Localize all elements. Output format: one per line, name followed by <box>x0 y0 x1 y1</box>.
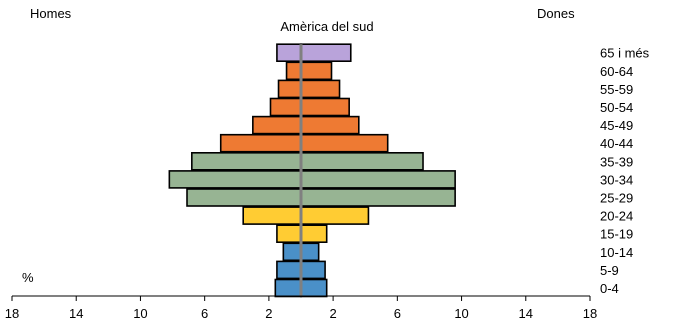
category-label: 25-29 <box>600 191 633 206</box>
bar-dones-60-64 <box>300 61 333 81</box>
x-tick-label: 14 <box>69 306 83 321</box>
right-side-label: Dones <box>537 6 575 21</box>
category-label: 5-9 <box>600 263 619 278</box>
bar-dones-15-19 <box>300 224 328 243</box>
bar-homes-15-19 <box>276 224 302 243</box>
bar-homes-10-14 <box>282 242 302 262</box>
category-label: 50-54 <box>600 100 633 115</box>
left-side-label: Homes <box>30 6 72 21</box>
category-label: 45-49 <box>600 118 633 133</box>
x-tick-label: 6 <box>394 306 401 321</box>
bars-group <box>168 43 456 298</box>
bar-homes-65-i-més <box>276 43 302 63</box>
category-label: 20-24 <box>600 209 633 224</box>
bar-dones-45-49 <box>300 115 360 135</box>
category-label: 15-19 <box>600 227 633 242</box>
x-tick-label: 6 <box>201 306 208 321</box>
category-label: 0-4 <box>600 281 619 296</box>
x-tick-label: 18 <box>5 306 19 321</box>
chart-title: Amèrica del sud <box>280 19 373 34</box>
bar-dones-65-i-més <box>300 43 352 63</box>
x-tick-label: 10 <box>133 306 147 321</box>
bar-homes-30-34 <box>168 170 302 189</box>
bar-homes-40-44 <box>219 133 302 153</box>
bar-homes-25-29 <box>186 188 302 207</box>
category-label: 60-64 <box>600 64 633 79</box>
bar-homes-45-49 <box>252 115 302 135</box>
bar-dones-25-29 <box>300 188 456 207</box>
category-labels: 0-4 5-9 10-14 15-19 20-24 25-29 30-34 35-39 40-4… <box>600 46 650 296</box>
category-label: 55-59 <box>600 82 633 97</box>
bar-dones-10-14 <box>300 242 320 262</box>
x-axis-ticks: 18 14 10 6 2 2 6 10 14 18 <box>5 296 597 321</box>
bar-dones-55-59 <box>300 79 341 99</box>
bar-dones-5-9 <box>300 260 326 280</box>
category-label: 10-14 <box>600 245 633 260</box>
category-label: 35-39 <box>600 154 633 169</box>
x-tick-label: 10 <box>454 306 468 321</box>
bar-homes-55-59 <box>277 79 302 99</box>
bar-dones-0-4 <box>300 278 328 298</box>
bar-homes-35-39 <box>191 152 302 171</box>
bar-dones-30-34 <box>300 170 456 189</box>
bar-homes-5-9 <box>276 260 302 280</box>
bar-homes-50-54 <box>269 97 302 117</box>
category-label: 30-34 <box>600 172 633 187</box>
bar-dones-50-54 <box>300 97 350 117</box>
x-tick-label: 14 <box>519 306 533 321</box>
bar-homes-20-24 <box>242 206 302 225</box>
unit-label: % <box>22 270 34 285</box>
bar-homes-60-64 <box>285 61 302 81</box>
category-label: 40-44 <box>600 136 633 151</box>
bar-dones-35-39 <box>300 152 424 171</box>
x-tick-label: 2 <box>265 306 272 321</box>
bar-homes-0-4 <box>274 278 302 298</box>
bar-dones-20-24 <box>300 206 370 225</box>
bar-dones-40-44 <box>300 133 389 153</box>
category-label: 65 i més <box>600 46 650 61</box>
x-tick-label: 18 <box>583 306 597 321</box>
x-tick-label: 2 <box>329 306 336 321</box>
